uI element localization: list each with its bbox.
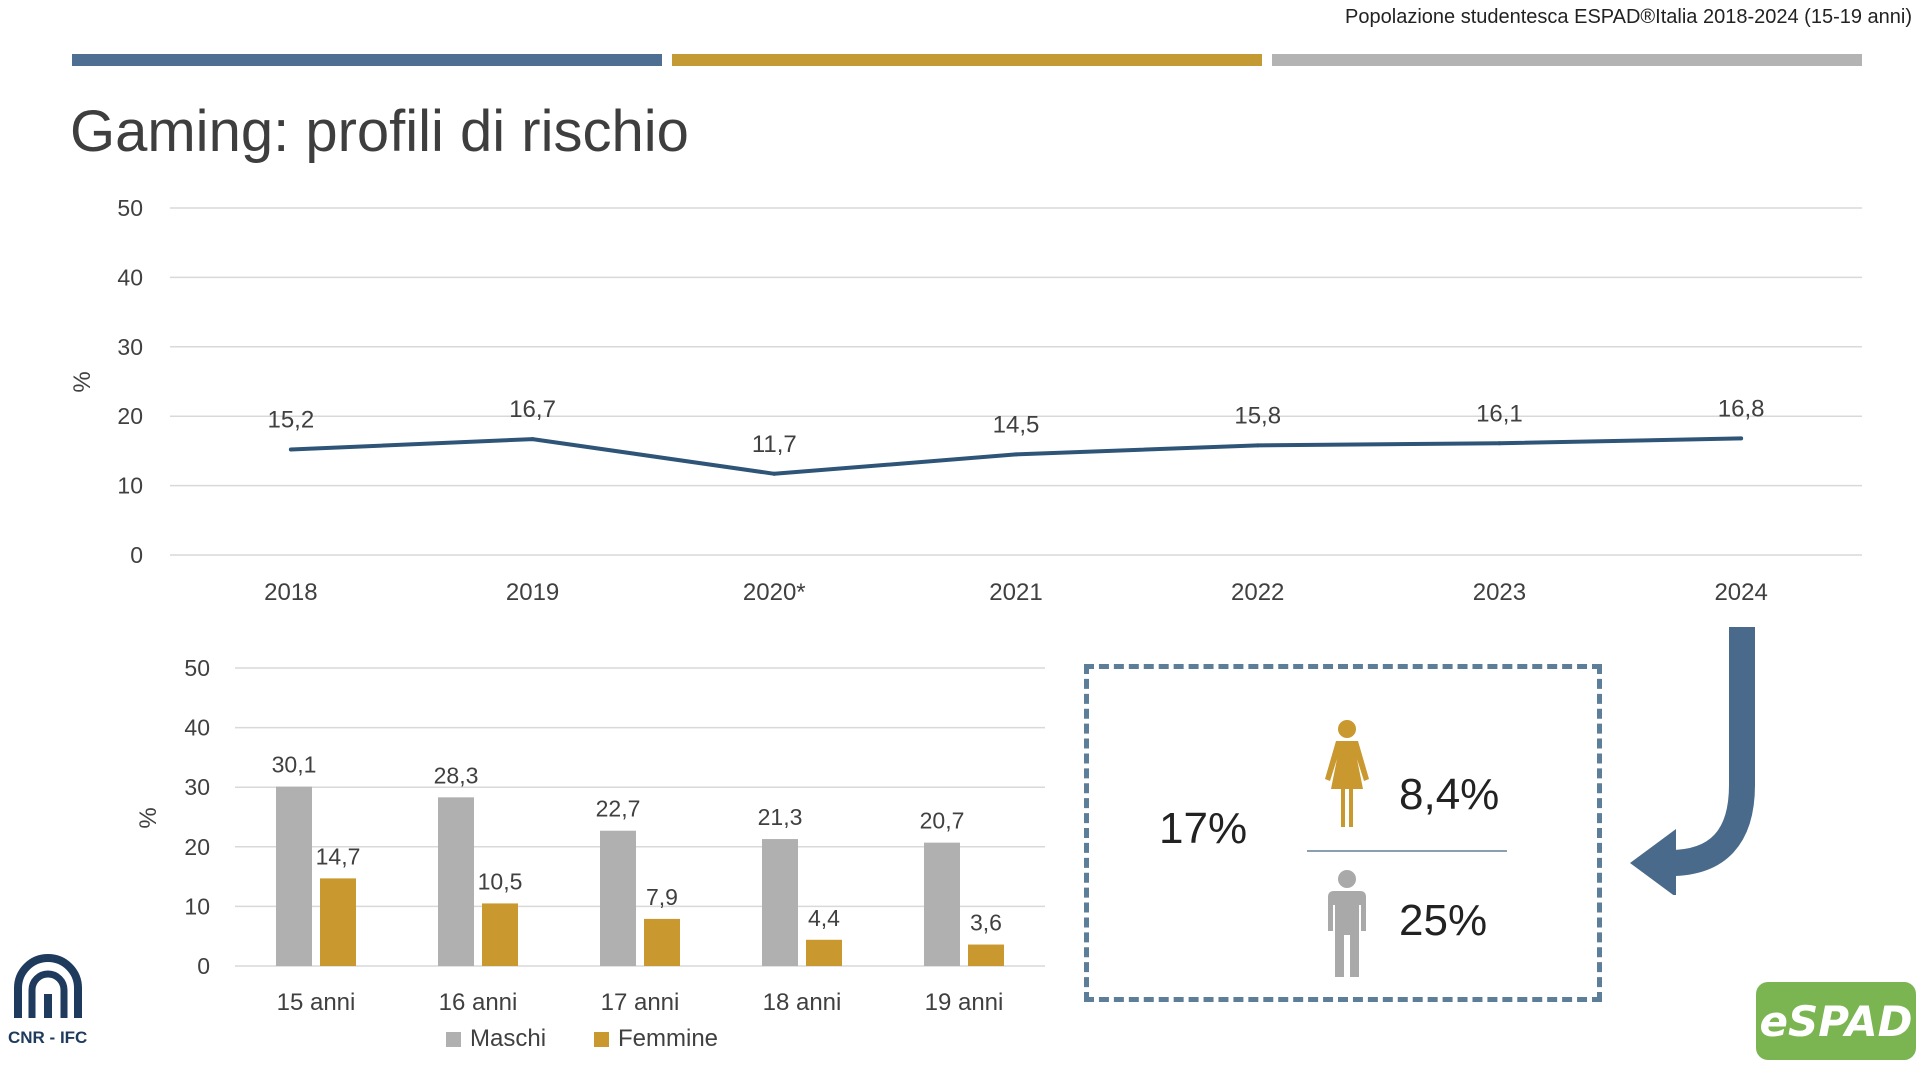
x-tick-label: 2024 (1714, 579, 1767, 606)
total-percentage: 17% (1159, 804, 1248, 853)
data-point (1255, 443, 1260, 448)
bar-maschi (924, 842, 960, 966)
data-point (1014, 452, 1018, 457)
espad-logo: eSPAD (1756, 982, 1916, 1060)
bar-maschi (762, 839, 798, 966)
y-tick-label: 0 (197, 953, 210, 979)
bar-value-label: 22,7 (596, 796, 641, 822)
data-point (288, 447, 293, 452)
bar-value-label: 30,1 (272, 752, 317, 778)
female-icon (1325, 720, 1369, 827)
data-point (772, 471, 777, 476)
line-chart: 0 10 20 30 40 50% 2018 2019 2020* 2021 2022 2023 202… (69, 195, 1862, 606)
curved-arrow-icon (1630, 627, 1755, 895)
accent-bar-gold (672, 54, 1262, 66)
y-tick-label: 30 (117, 334, 143, 360)
male-percentage: 25% (1399, 896, 1488, 945)
bar-value-label: 3,6 (970, 910, 1002, 936)
data-label: 15,8 (1234, 402, 1281, 429)
bar-value-label: 7,9 (646, 884, 678, 910)
bar-value-label: 10,5 (478, 868, 523, 894)
legend-label: Femmine (618, 1025, 718, 1052)
data-label: 16,8 (1718, 395, 1765, 422)
data-label: 15,2 (267, 407, 314, 434)
bar-value-label: 20,7 (920, 808, 965, 834)
data-point (1739, 436, 1744, 441)
y-tick-label: 10 (184, 893, 210, 919)
bar-value-label: 4,4 (808, 905, 840, 931)
x-tick-label: 2023 (1473, 579, 1526, 606)
bar-femmine (968, 944, 1004, 966)
bar-femmine (482, 903, 518, 966)
page-title: Gaming: profili di rischio (70, 99, 689, 164)
female-percentage: 8,4% (1399, 770, 1500, 819)
bar-maschi (600, 830, 636, 966)
bar-femmine (320, 878, 356, 966)
bar-maschi (276, 786, 312, 966)
x-tick-label: 2020* (743, 579, 806, 606)
x-tick-label: 2022 (1231, 579, 1284, 606)
y-tick-label: 30 (184, 774, 210, 800)
male-icon (1328, 870, 1366, 977)
x-tick-label: 2018 (264, 579, 317, 606)
y-tick-label: 20 (117, 403, 143, 429)
y-tick-label: 20 (184, 834, 210, 860)
data-label: 16,1 (1476, 400, 1523, 427)
data-label: 16,7 (509, 396, 556, 423)
bar-value-label: 14,7 (316, 843, 361, 869)
data-label: 11,7 (752, 431, 797, 458)
y-axis-label: % (135, 807, 162, 828)
bar-value-label: 28,3 (434, 762, 479, 788)
bar-chart: 0 10 20 30 40 50% 30,1 14,7 15 anni 28,3 10,5 16 an… (135, 655, 1045, 1052)
summary-box: 17% 8,4% 25% (1084, 664, 1602, 1002)
header-note: Popolazione studentesca ESPAD®Italia 201… (1345, 6, 1912, 28)
bar-femmine (806, 939, 842, 966)
accent-bar-gray (1272, 54, 1862, 66)
x-tick-label: 15 anni (277, 989, 356, 1016)
bar-value-label: 21,3 (758, 804, 803, 830)
y-tick-label: 40 (117, 264, 143, 290)
x-tick-label: 2021 (989, 579, 1042, 606)
legend-swatch-femmine (594, 1032, 609, 1047)
cnr-label: CNR - IFC (8, 1028, 88, 1047)
y-tick-label: 0 (130, 542, 143, 568)
x-tick-label: 17 anni (601, 989, 680, 1016)
y-axis-label: % (69, 371, 96, 392)
x-tick-label: 2019 (506, 579, 559, 606)
x-tick-label: 16 anni (439, 989, 518, 1016)
y-tick-label: 50 (184, 655, 210, 681)
y-tick-label: 50 (117, 195, 143, 221)
data-point (1497, 441, 1502, 446)
legend-label: Maschi (470, 1025, 546, 1052)
accent-bar-blue (72, 54, 662, 66)
summary-divider (1307, 850, 1507, 852)
y-tick-label: 10 (117, 473, 143, 499)
data-point (530, 437, 535, 442)
cnr-logo (14, 954, 82, 1018)
bar-femmine (644, 918, 680, 966)
y-tick-label: 40 (184, 715, 210, 741)
legend-swatch-maschi (446, 1032, 461, 1047)
data-label: 14,5 (993, 411, 1040, 438)
x-tick-label: 19 anni (925, 989, 1004, 1016)
x-tick-label: 18 anni (763, 989, 842, 1016)
bar-maschi (438, 797, 474, 966)
